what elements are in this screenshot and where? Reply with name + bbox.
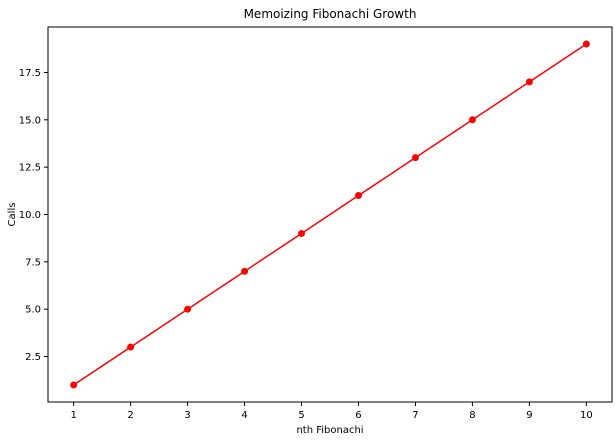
y-tick-label: 5.0 [25,305,41,316]
data-point [354,192,362,200]
data-point [70,381,78,389]
series-line [73,43,587,386]
data-point [468,116,476,124]
data-point [298,229,306,237]
x-tick-label: 6 [355,410,361,421]
y-tick-label: 15.0 [19,115,41,126]
x-tick-label: 1 [70,410,76,421]
y-tick-label: 17.5 [19,68,41,79]
x-tick-label: 5 [298,410,304,421]
chart-title: Memoizing Fibonachi Growth [244,7,417,21]
data-point [241,267,249,275]
x-tick-label: 8 [469,410,475,421]
data-point [127,343,135,351]
y-axis-label: Calls [7,203,18,227]
y-tick-label: 7.5 [25,257,41,268]
plot-frame [47,26,613,403]
x-tick-label: 7 [412,410,418,421]
x-tick-label: 10 [580,410,593,421]
data-point [525,78,533,86]
x-axis-label: nth Fibonachi [296,425,363,436]
x-tick-label: 4 [241,410,247,421]
x-tick-label: 2 [127,410,133,421]
data-point [184,305,192,313]
x-tick-label: 9 [526,410,532,421]
y-axis-ticks: 2.5 5.0 7.5 10.0 12.5 15.0 17.5 [19,68,48,363]
y-tick-label: 12.5 [19,163,41,174]
x-tick-label: 3 [184,410,190,421]
data-point [411,154,419,162]
y-tick-label: 2.5 [25,352,41,363]
y-tick-label: 10.0 [19,210,41,221]
data-point [582,40,590,48]
plot-series [70,40,590,389]
x-axis-ticks: 1 2 3 4 5 6 7 8 9 10 [70,402,593,421]
